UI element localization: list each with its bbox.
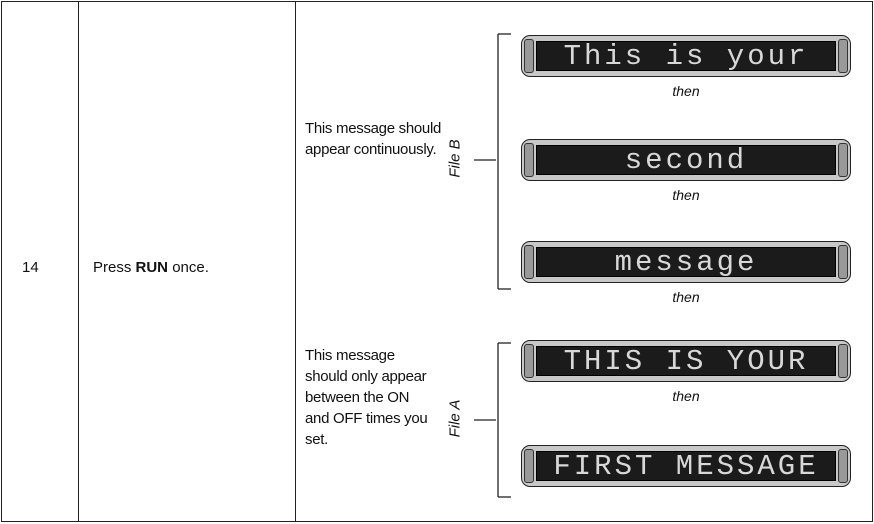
message-display: This is your <box>521 35 851 77</box>
instruction-text: Press <box>93 259 132 276</box>
key-name: RUN <box>135 259 169 276</box>
step-number: 14 <box>22 259 39 276</box>
display-text: second <box>536 145 836 175</box>
group-description: This message should appear continuously. <box>305 120 442 158</box>
display-end <box>838 39 848 73</box>
display-end <box>838 245 848 279</box>
message-display: THIS IS YOUR <box>521 340 851 382</box>
display-end <box>524 143 534 177</box>
display-end <box>838 143 848 177</box>
display-end <box>524 449 534 483</box>
message-display: second <box>521 139 851 181</box>
display-text: THIS IS YOUR <box>536 346 836 376</box>
instruction-text: once. <box>172 259 209 276</box>
display-end <box>838 344 848 378</box>
display-end <box>524 344 534 378</box>
sequence-caption: then <box>672 388 700 404</box>
display-text: This is your <box>536 41 836 71</box>
sequence-caption: then <box>672 289 700 305</box>
sequence-caption: then <box>672 187 700 203</box>
column-divider <box>78 1 79 522</box>
sequence-caption: then <box>672 83 700 99</box>
display-end <box>524 39 534 73</box>
instruction: Press RUN once. <box>93 257 209 278</box>
message-display: FIRST MESSAGE <box>521 445 851 487</box>
display-end <box>524 245 534 279</box>
display-text: message <box>536 247 836 277</box>
message-display: message <box>521 241 851 283</box>
group-description: This message should only appear between … <box>305 347 428 448</box>
display-end <box>838 449 848 483</box>
column-divider <box>295 1 296 522</box>
display-text: FIRST MESSAGE <box>536 451 836 481</box>
